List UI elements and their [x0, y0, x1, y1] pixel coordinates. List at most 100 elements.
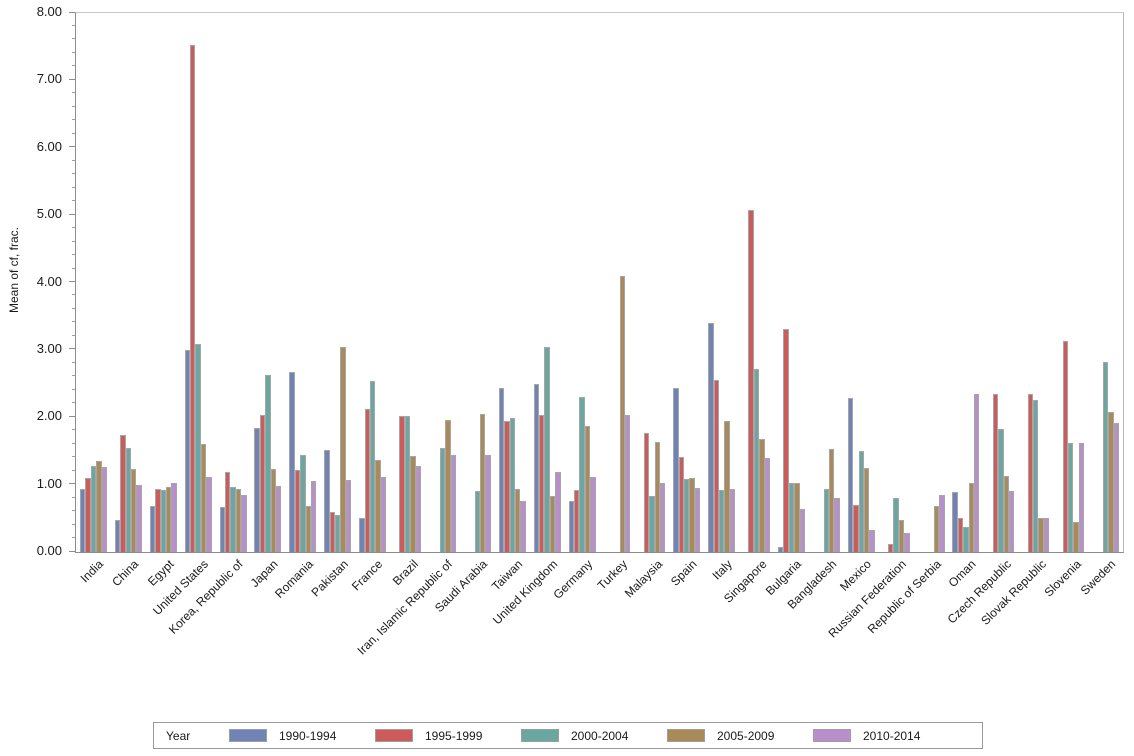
bar-1995-1999: [783, 329, 789, 552]
y-minor-tick: [72, 65, 75, 67]
y-tick: [69, 213, 75, 215]
y-minor-tick: [72, 92, 75, 94]
bar-2005-2009: [619, 275, 626, 552]
bar-2005-2009: [96, 461, 102, 552]
bar-2010-2014: [764, 457, 771, 552]
y-minor-tick: [72, 429, 75, 431]
bar-2010-2014: [520, 501, 526, 552]
bar-1995-1999: [294, 470, 301, 552]
bar-1990-1994: [673, 388, 679, 552]
legend-swatch-icon: [375, 729, 413, 742]
bar-2010-2014: [625, 415, 631, 552]
bar-2000-2004: [474, 491, 481, 552]
bar-2005-2009: [549, 496, 556, 552]
legend-label: 1990-1994: [279, 728, 337, 743]
y-tick: [69, 78, 75, 80]
legend-label: 2010-2014: [863, 728, 921, 743]
y-minor-tick: [72, 442, 75, 444]
y-minor-tick: [72, 469, 75, 471]
y-minor-tick: [72, 119, 75, 121]
x-axis-label: China: [109, 557, 142, 590]
bar-1995-1999: [713, 380, 719, 552]
bar-1990-1994: [498, 387, 505, 552]
y-minor-tick: [72, 294, 75, 296]
bar-1990-1994: [777, 547, 784, 552]
bar-2010-2014: [555, 471, 561, 552]
bar-2000-2004: [439, 447, 446, 552]
legend-item: 2005-2009: [667, 729, 813, 743]
y-minor-tick: [72, 254, 75, 256]
y-tick-label: 5.00: [36, 206, 62, 222]
bar-2000-2004: [788, 483, 795, 552]
bar-2010-2014: [415, 466, 422, 552]
bar-2005-2009: [1003, 475, 1009, 552]
bar-2010-2014: [694, 488, 701, 552]
legend-label: 2005-2009: [717, 728, 775, 743]
y-minor-tick: [72, 200, 75, 202]
legend-swatch-icon: [667, 729, 705, 742]
bar-2000-2004: [265, 375, 271, 552]
y-tick: [69, 146, 75, 148]
bar-2005-2009: [933, 506, 940, 552]
y-tick: [69, 483, 75, 485]
bar-2000-2004: [1102, 362, 1109, 552]
bar-1990-1994: [289, 372, 295, 552]
bar-2010-2014: [1078, 442, 1085, 552]
y-tick-label: 2.00: [36, 408, 62, 424]
bar-1990-1994: [254, 428, 260, 552]
bar-2010-2014: [939, 495, 945, 552]
y-minor-tick: [72, 24, 75, 26]
bar-1995-1999: [1062, 341, 1068, 552]
y-minor-tick: [72, 159, 75, 161]
bar-1995-1999: [678, 457, 685, 552]
bar-1995-1999: [85, 477, 91, 552]
bar-2005-2009: [235, 488, 242, 552]
bar-2000-2004: [649, 496, 655, 552]
x-axis-label: Japan: [247, 557, 281, 591]
bar-1995-1999: [992, 393, 999, 552]
bar-2010-2014: [869, 530, 875, 552]
y-minor-tick: [72, 51, 75, 53]
legend-item: 1990-1994: [229, 729, 375, 743]
bar-2005-2009: [410, 455, 416, 552]
bar-2010-2014: [171, 482, 177, 552]
bar-2010-2014: [834, 498, 840, 552]
x-axis-label: Oman: [945, 557, 979, 591]
bar-1995-1999: [224, 471, 231, 552]
bar-2005-2009: [584, 426, 591, 552]
bar-1995-1999: [364, 408, 370, 552]
bar-2010-2014: [659, 483, 666, 552]
legend: Year 1990-1994 1995-1999 2000-2004 2005-200…: [153, 722, 983, 749]
bar-2000-2004: [544, 347, 550, 552]
bar-2005-2009: [759, 438, 765, 552]
bar-1990-1994: [847, 398, 854, 552]
y-minor-tick: [72, 307, 75, 309]
bar-1995-1999: [155, 488, 161, 552]
bar-2010-2014: [799, 508, 805, 552]
bar-2010-2014: [310, 480, 317, 552]
bar-2010-2014: [729, 488, 736, 552]
bar-2010-2014: [1113, 423, 1120, 552]
bar-1990-1994: [708, 322, 714, 552]
y-minor-tick: [72, 267, 75, 269]
bar-2010-2014: [904, 533, 910, 552]
bar-2000-2004: [963, 527, 969, 552]
bar-2010-2014: [101, 467, 107, 552]
y-tick-label: 0.00: [36, 543, 62, 558]
bar-2010-2014: [276, 485, 282, 552]
bar-2005-2009: [375, 459, 381, 552]
legend-swatch-icon: [229, 729, 267, 742]
bar-1995-1999: [190, 45, 196, 552]
legend-swatch-icon: [521, 729, 559, 742]
bar-2005-2009: [445, 419, 451, 552]
legend-item: 2010-2014: [813, 729, 959, 743]
bar-2005-2009: [270, 469, 277, 552]
bar-2005-2009: [131, 469, 137, 552]
y-tick: [69, 415, 75, 417]
bar-1995-1999: [504, 420, 510, 552]
bar-1995-1999: [539, 415, 545, 552]
y-minor-tick: [72, 105, 75, 107]
bar-2000-2004: [335, 514, 341, 552]
y-tick-label: 6.00: [36, 138, 62, 154]
bar-1995-1999: [259, 415, 266, 552]
